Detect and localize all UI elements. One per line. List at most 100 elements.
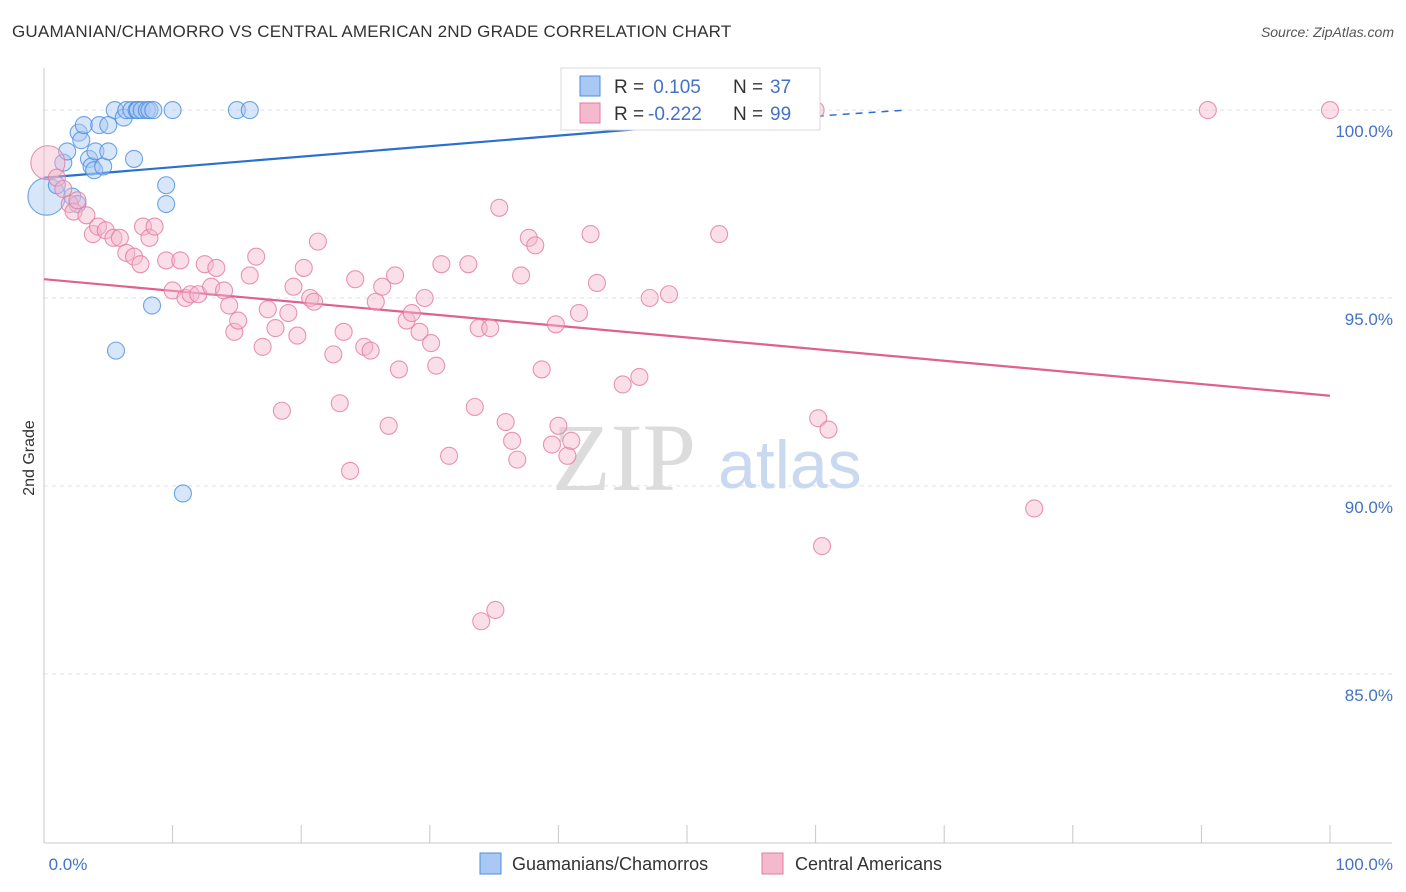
x-tick-label-0: 0.0% xyxy=(49,855,88,874)
central-american-point-42 xyxy=(305,292,324,311)
stats-r-value-1: 0.105 xyxy=(648,77,701,98)
central-american-point-28 xyxy=(220,296,239,315)
central-american-trend-line xyxy=(43,278,1331,397)
central-american-point-57 xyxy=(402,303,421,323)
y-tick-label-3: 85.0% xyxy=(1345,686,1393,705)
central-american-point-5 xyxy=(68,191,87,210)
legend-swatch-guamanians xyxy=(479,852,502,875)
central-american-point-61 xyxy=(427,356,446,375)
stats-r-value-2: -0.222 xyxy=(648,104,702,125)
central-american-point-94 xyxy=(812,537,832,556)
guamanian-point-32 xyxy=(163,101,182,120)
central-american-point-48 xyxy=(346,270,365,289)
central-american-point-88 xyxy=(640,288,659,308)
central-american-point-47 xyxy=(341,461,360,480)
guamanian-point-12 xyxy=(86,142,105,161)
central-american-point-36 xyxy=(272,401,291,420)
central-american-point-0 xyxy=(30,145,66,181)
watermark-atlas: atlas xyxy=(718,427,862,503)
guamanian-point-31 xyxy=(157,194,176,214)
legend-swatch-central-americans xyxy=(761,852,784,875)
central-american-point-14 xyxy=(131,255,150,274)
central-american-point-64 xyxy=(459,255,478,274)
central-american-point-10 xyxy=(104,228,123,247)
central-american-point-54 xyxy=(386,266,405,285)
guamanian-point-16 xyxy=(99,116,118,135)
central-american-point-37 xyxy=(279,303,298,323)
central-american-point-81 xyxy=(558,446,577,465)
central-american-point-80 xyxy=(549,416,568,435)
stats-n-value-1: 37 xyxy=(770,77,791,98)
central-american-point-71 xyxy=(496,412,515,432)
central-american-point-26 xyxy=(207,258,226,277)
guamanian-point-28 xyxy=(144,101,163,120)
central-american-point-2 xyxy=(54,179,73,199)
central-american-point-58 xyxy=(410,322,429,341)
central-american-point-65 xyxy=(465,397,484,417)
central-american-point-16 xyxy=(140,228,159,247)
central-american-point-38 xyxy=(284,277,303,296)
central-american-point-29 xyxy=(225,322,244,341)
axis-layer: 100.0% 95.0% 90.0% 85.0% 0.0% 100.0% xyxy=(43,68,1393,874)
central-american-point-82 xyxy=(562,431,581,450)
central-american-point-24 xyxy=(195,255,214,274)
central-american-point-75 xyxy=(519,228,538,247)
x-tick-label-1: 100.0% xyxy=(1335,855,1393,874)
guamanian-trend-line xyxy=(43,124,688,179)
central-american-point-63 xyxy=(440,446,459,465)
central-american-point-31 xyxy=(240,266,259,285)
central-american-point-9 xyxy=(96,221,115,240)
central-american-point-86 xyxy=(613,375,632,394)
guamanian-point-34 xyxy=(227,101,246,120)
central-american-point-96 xyxy=(1198,101,1217,120)
chart-title: GUAMANIAN/CHAMORRO VS CENTRAL AMERICAN 2… xyxy=(12,22,732,41)
y-tick-label-2: 90.0% xyxy=(1345,498,1393,517)
central-american-point-72 xyxy=(503,431,522,450)
chart-source: Source: ZipAtlas.com xyxy=(1260,24,1394,40)
central-american-point-6 xyxy=(77,206,96,225)
legend-label-central-americans: Central Americans xyxy=(795,854,942,874)
central-american-point-69 xyxy=(486,600,505,620)
stats-swatch-blue xyxy=(579,75,601,97)
y-tick-label-0: 100.0% xyxy=(1335,122,1393,141)
trend-layer xyxy=(43,109,1331,397)
guamanian-point-30 xyxy=(157,176,176,195)
central-american-point-67 xyxy=(472,612,491,631)
central-american-point-27 xyxy=(214,281,234,300)
central-american-point-44 xyxy=(324,345,343,364)
central-american-point-35 xyxy=(266,319,285,338)
central-american-point-85 xyxy=(587,273,607,293)
central-american-point-70 xyxy=(490,198,509,217)
guamanian-point-29 xyxy=(142,296,162,315)
legend-label-guamanians: Guamanians/Chamorros xyxy=(512,854,708,874)
central-american-point-93 xyxy=(819,420,838,439)
guamanian-point-8 xyxy=(74,116,93,135)
y-axis-title: 2nd Grade xyxy=(21,420,38,496)
guamanian-point-11 xyxy=(85,161,104,180)
guamanian-point-22 xyxy=(124,149,144,168)
central-american-point-34 xyxy=(258,300,277,319)
central-american-point-79 xyxy=(546,315,565,334)
central-american-point-89 xyxy=(659,285,679,304)
guamanian-point-15 xyxy=(99,142,118,161)
stats-r-label-2: R = xyxy=(614,104,644,125)
central-american-point-95 xyxy=(1025,499,1044,518)
central-american-point-97 xyxy=(1320,101,1340,120)
grid-layer xyxy=(44,109,1392,675)
central-american-point-68 xyxy=(481,319,500,338)
central-american-point-74 xyxy=(512,266,531,285)
central-american-point-76 xyxy=(526,236,545,255)
guamanian-point-33 xyxy=(173,484,192,503)
central-american-point-33 xyxy=(253,337,272,356)
central-american-point-1 xyxy=(47,168,66,187)
central-american-point-92 xyxy=(809,409,828,428)
stats-legend-box: R = 0.105 N = 37 R = -0.222 N = 99 xyxy=(560,67,821,131)
central-american-point-55 xyxy=(389,360,408,379)
guamanian-point-18 xyxy=(106,341,126,360)
central-american-point-60 xyxy=(422,334,441,353)
central-american-point-52 xyxy=(373,277,392,296)
stats-n-label-1: N = xyxy=(733,77,763,98)
central-american-point-87 xyxy=(630,367,649,386)
guamanian-point-27 xyxy=(140,101,159,120)
